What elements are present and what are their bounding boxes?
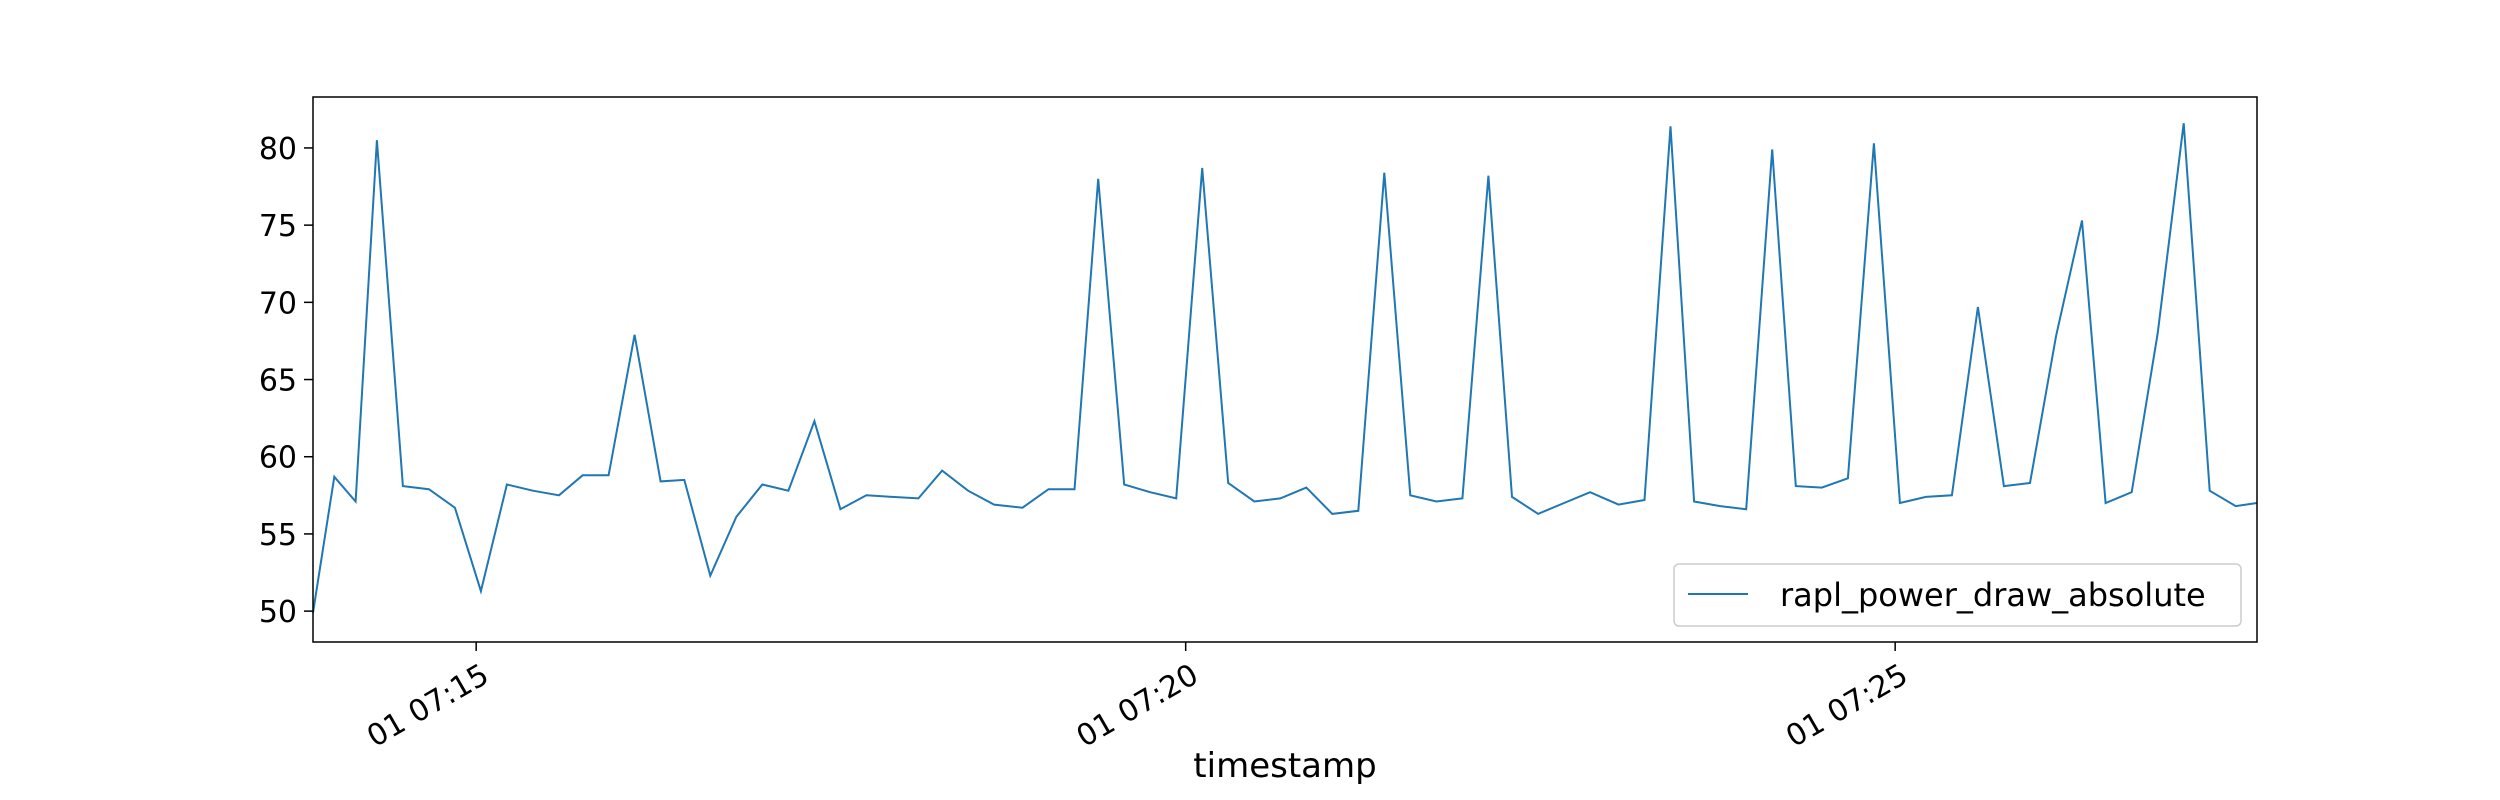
x-axis-label: timestamp xyxy=(1193,746,1376,786)
plot-area-frame xyxy=(312,96,2258,643)
legend-box xyxy=(1673,563,2242,627)
series-line-rapl-power-draw-absolute xyxy=(312,123,2258,613)
y-tick-label: 50 xyxy=(259,595,297,630)
legend: rapl_power_draw_absolute xyxy=(1673,563,2242,627)
y-tick-label: 60 xyxy=(259,441,297,476)
y-tick-label: 75 xyxy=(259,209,297,244)
y-tick-label: 70 xyxy=(259,286,297,321)
legend-label: rapl_power_draw_absolute xyxy=(1780,576,2206,614)
y-axis: 50 55 60 65 70 75 80 xyxy=(259,132,313,630)
y-tick-label: 65 xyxy=(259,364,297,399)
y-tick-label: 55 xyxy=(259,518,297,553)
y-tick-label: 80 xyxy=(259,132,297,167)
